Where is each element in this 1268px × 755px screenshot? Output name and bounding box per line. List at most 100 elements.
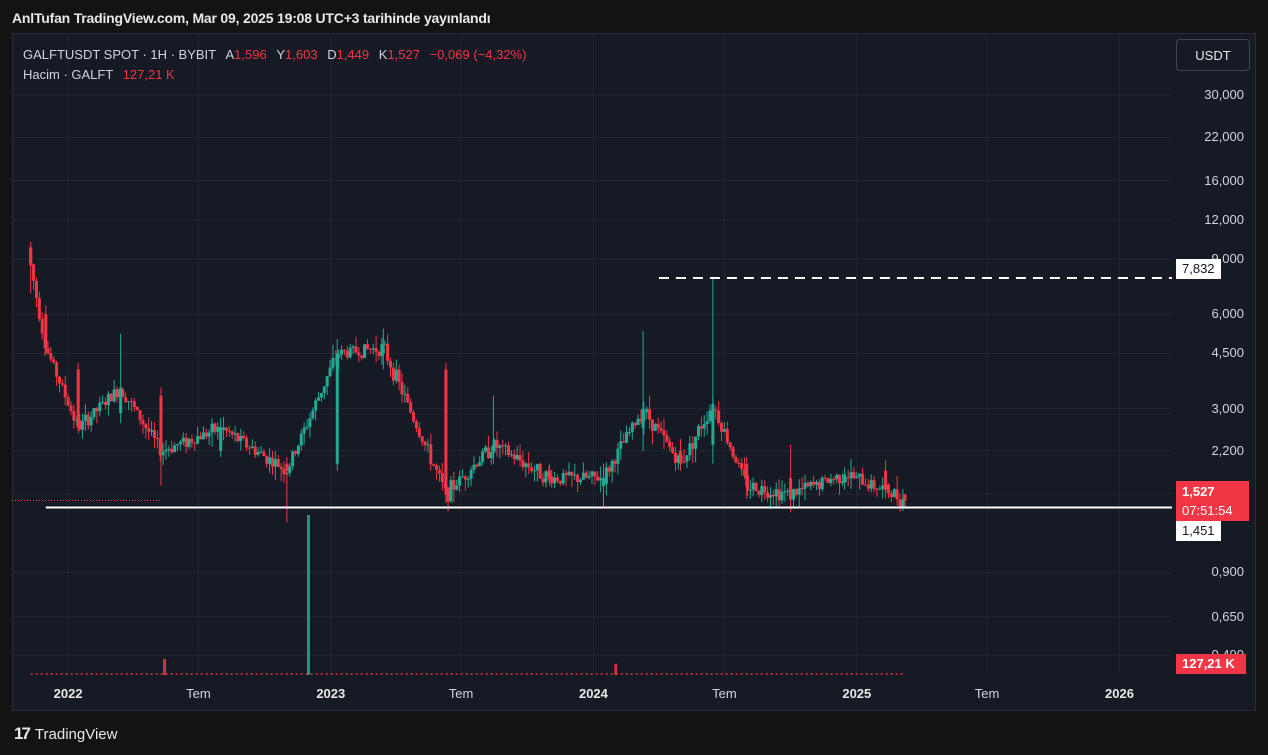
candle-body [817,481,821,490]
candle-body [245,438,249,448]
candle-body [262,451,266,457]
candle-body [671,447,675,453]
volume-bar [614,663,618,675]
candle-body [650,419,654,431]
candle-body [858,473,862,477]
candle-body [515,455,519,460]
candle-body [72,410,76,421]
x-tick-label: Tem [974,686,1000,701]
candle-body [207,432,211,437]
candle-body [219,428,223,451]
y-tick-label: 12,000 [1204,211,1244,227]
candle-body [869,480,873,489]
candle-body [34,280,38,298]
candle-body [98,402,102,412]
x-tick-label: 2024 [578,686,608,701]
candle-body [440,473,444,483]
candle-body [633,422,637,426]
candle-body [112,389,116,402]
volume-label: Hacim · GALFT [23,67,114,82]
candle-body [106,393,110,405]
candle-body [469,469,473,479]
candle-body [578,479,582,483]
candle-body [89,416,93,426]
candle-body [184,437,188,447]
candle-body [820,477,824,490]
candle-body [340,349,344,355]
candle-body [483,447,487,452]
footer-brand[interactable]: 17 TradingView [14,724,117,744]
y-tick-label: 0,900 [1211,564,1244,580]
candle-body [613,461,617,464]
candle-body [60,383,64,385]
candle-body [403,393,407,395]
candle-body [711,404,715,445]
candle-body [593,471,597,477]
candle-body [193,442,197,444]
candle-body [475,464,479,467]
y-tick-label: 2,200 [1211,442,1244,458]
candle-body [236,433,240,441]
candle-body [803,482,807,489]
open-label: A [225,47,235,62]
candle-body [550,476,554,484]
candle-body [46,348,50,354]
open-value: 1,596 [234,47,267,62]
candle-body [725,428,729,443]
candle-body [127,401,131,403]
candle-body [751,482,755,490]
level-top-tag: 7,832 [1176,259,1221,279]
candle-body [273,459,277,467]
candle-body [463,476,467,480]
candle-body [636,418,640,426]
candle-body [386,343,390,361]
candle-body [892,489,896,498]
candle-body [383,343,387,345]
low-value: 1,449 [336,47,370,62]
candle-body [558,480,562,484]
candle-body [884,470,888,490]
candle-body [176,444,180,446]
x-tick-label: Tem [186,686,211,701]
candle-body [521,460,525,467]
candle-body [222,427,226,430]
candle-body [161,451,165,456]
candle-body [420,436,424,442]
candle-body [863,484,867,486]
candle-body [141,420,145,425]
x-tick-label: 2026 [1105,686,1134,701]
symbol-label[interactable]: GALFTUSDT SPOT · 1H · BYBIT [23,47,216,62]
candle-body [66,397,70,406]
price-chart[interactable] [12,33,1256,711]
candle-body [604,467,608,484]
x-tick-label: Tem [712,686,737,701]
candle-body [849,472,853,479]
candle-body [144,424,148,429]
candle-body [150,430,154,432]
candle-body [532,470,536,472]
candle-body [190,438,194,443]
candle-body [201,432,205,440]
candle-body [812,481,816,485]
candle-body [69,405,73,411]
candle-body [397,369,401,383]
candle-body [414,421,418,429]
candle-body [777,489,781,501]
candle-body [331,357,335,368]
candle-body [270,457,274,467]
candle-body [92,408,96,417]
candle-body [253,446,257,455]
candle-body [786,490,790,492]
candle-body [409,402,413,413]
low-label: D [327,47,337,62]
candle-body [895,489,899,500]
currency-button[interactable]: USDT [1176,39,1250,71]
high-label: Y [276,47,286,62]
candle-body [544,471,548,483]
volume-bar [306,515,310,675]
candle-body [656,423,660,429]
candle-body [170,448,174,453]
candle-body [377,352,381,356]
candle-body [115,389,119,398]
y-tick-label: 22,000 [1204,129,1244,145]
